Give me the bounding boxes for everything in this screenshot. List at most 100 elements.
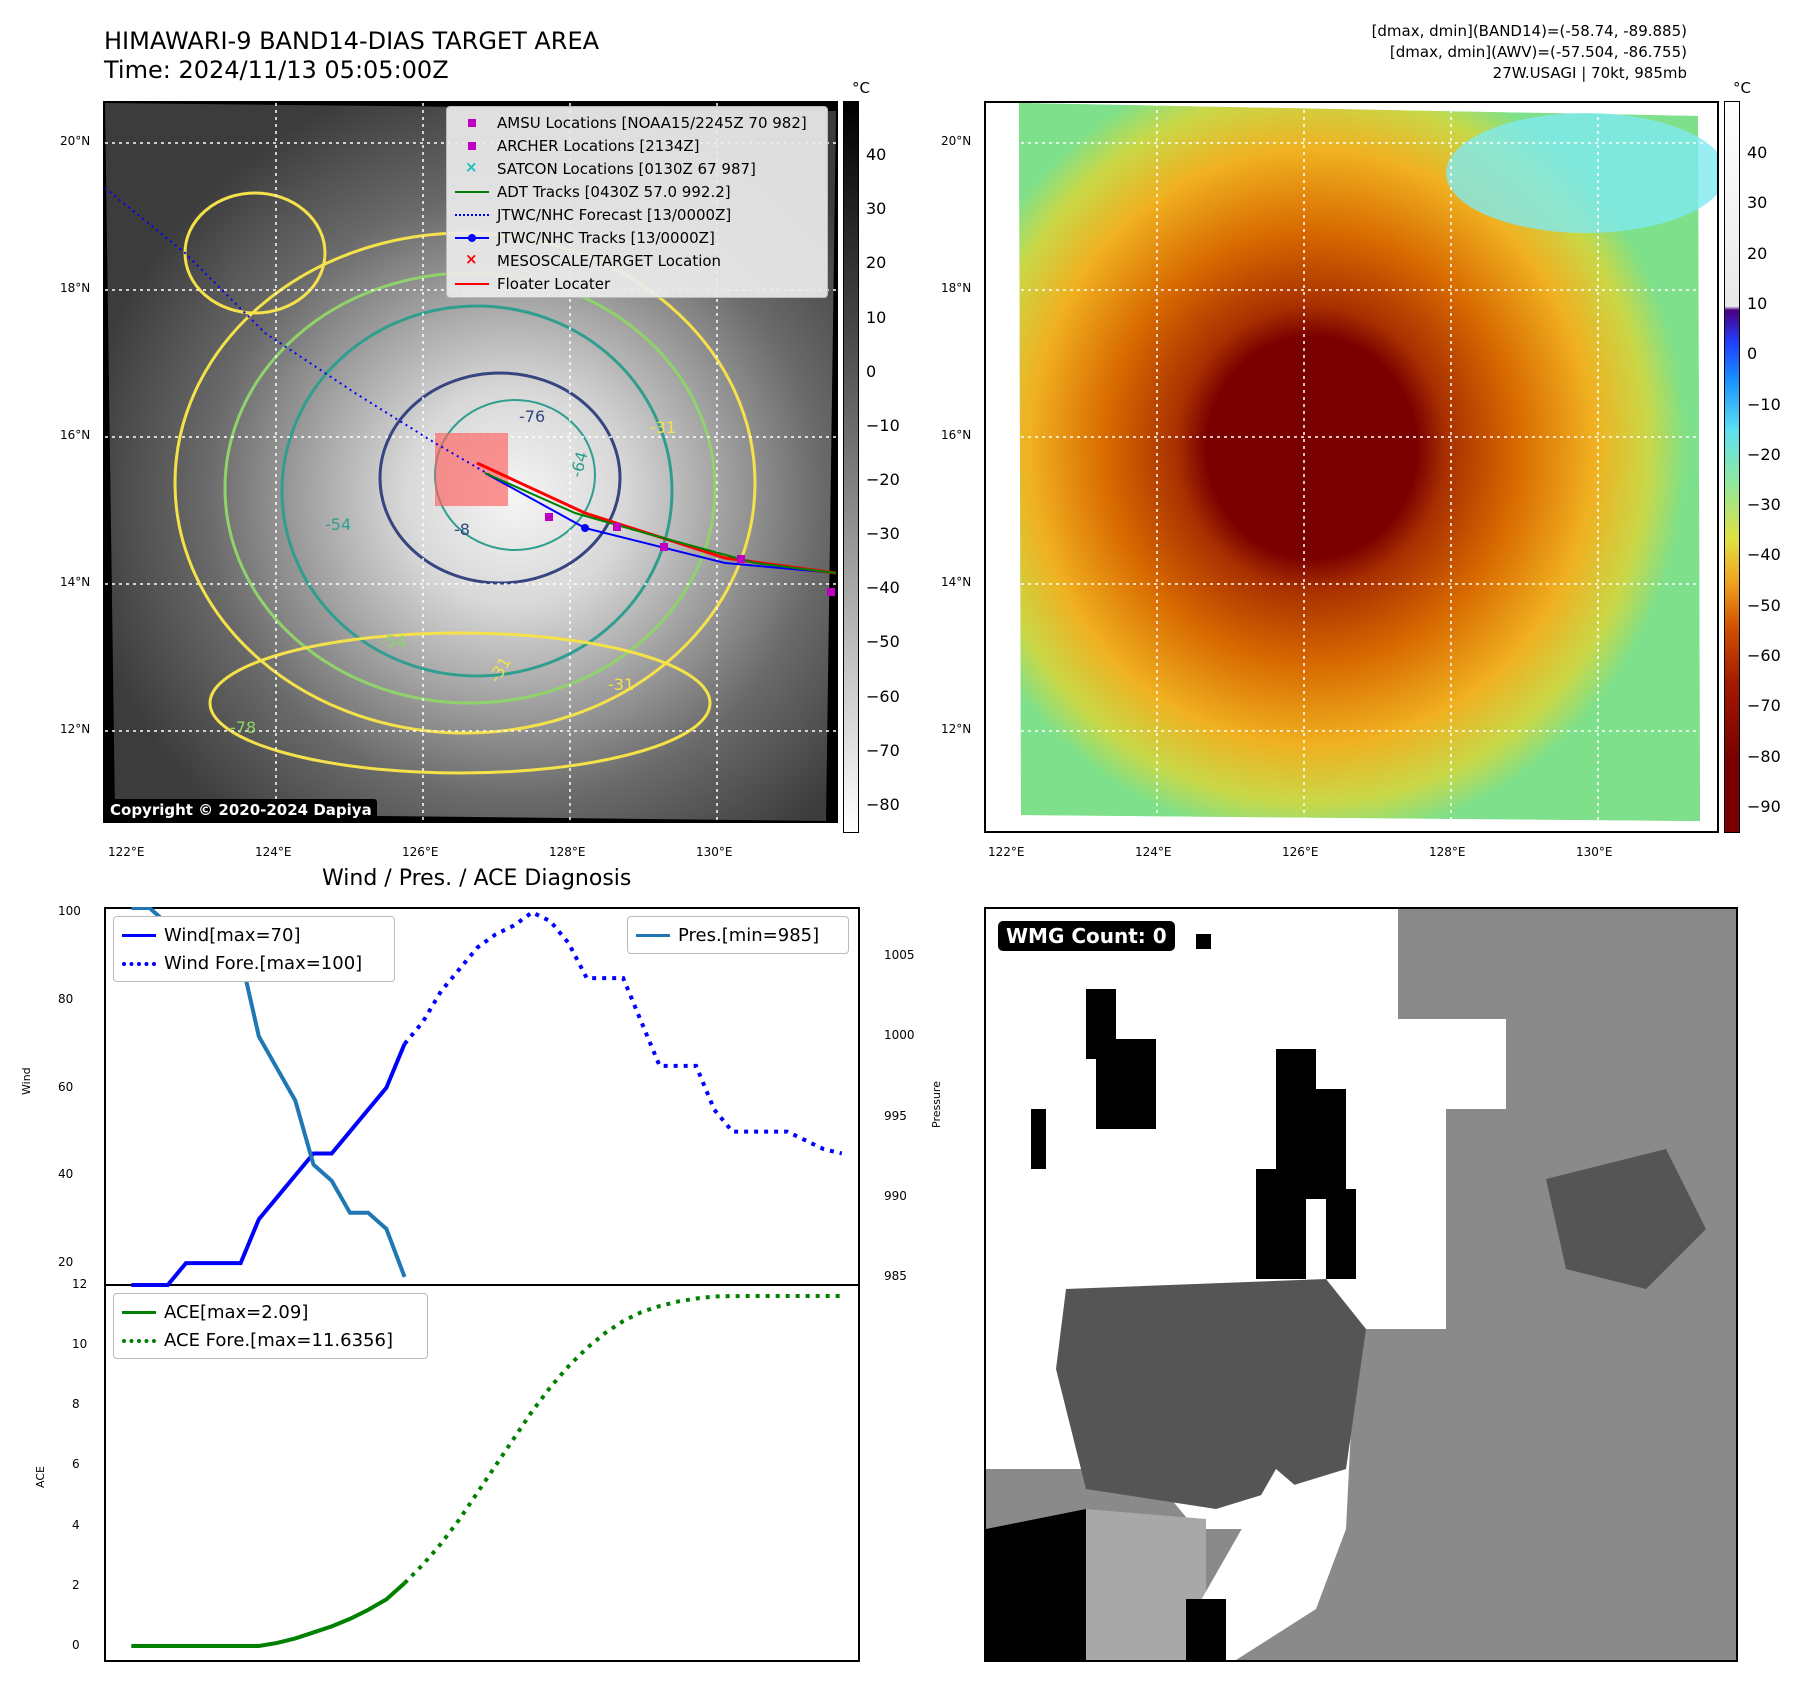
legend-label: AMSU Locations [NOAA15/2245Z 70 982] xyxy=(497,113,807,132)
magenta-square-icon xyxy=(468,141,476,150)
colorbar-tick-label: −10 xyxy=(1747,394,1781,414)
legend-item-forecast: JTWC/NHC Forecast [13/0000Z] xyxy=(455,203,819,226)
info-band14: [dmax, dmin](BAND14)=(-58.74, -89.885) xyxy=(1371,22,1687,40)
ace-legend: ACE[max=2.09] ACE Fore.[max=11.6356] xyxy=(113,1293,428,1359)
colorbar-tick-label: 20 xyxy=(1747,243,1768,263)
lon-label: 130°E xyxy=(696,845,733,859)
lon-label: 122°E xyxy=(108,845,145,859)
pressure-tick-label: 1000 xyxy=(884,1028,915,1043)
ace-tick-label: 0 xyxy=(72,1637,80,1652)
ace-axis-label: ACE xyxy=(34,1466,47,1488)
colorbar-tick-label: −40 xyxy=(1747,545,1781,565)
info-storm: 27W.USAGI | 70kt, 985mb xyxy=(1492,64,1687,82)
contour-label: -54 xyxy=(325,515,352,534)
colorbar-tick-label: −50 xyxy=(866,632,900,652)
lat-label: 16°N xyxy=(941,428,972,442)
legend-label: ACE Fore.[max=11.6356] xyxy=(164,1329,393,1351)
wmg-count-badge: WMG Count: 0 xyxy=(998,921,1175,951)
pressure-axis-label: Pressure xyxy=(930,1081,943,1128)
map-legend: AMSU Locations [NOAA15/2245Z 70 982] ARC… xyxy=(446,106,828,298)
legend-item-wind-fore: Wind Fore.[max=100] xyxy=(122,949,386,977)
colorbar-tick-label: −70 xyxy=(1747,696,1781,716)
legend-item-amsu: AMSU Locations [NOAA15/2245Z 70 982] xyxy=(455,111,819,134)
lat-label: 14°N xyxy=(941,575,972,589)
ace-series-line xyxy=(131,1581,406,1648)
colorbar-tick-label: −40 xyxy=(866,578,900,598)
colorbar-tick-label: −30 xyxy=(1747,495,1781,515)
copyright-label: Copyright © 2020-2024 Dapiya xyxy=(105,799,377,821)
red-x-icon: × xyxy=(465,249,478,268)
ir-enhanced-map-panel xyxy=(984,101,1719,833)
lat-label: 18°N xyxy=(941,281,972,295)
diagnosis-chart xyxy=(104,906,860,1662)
ace-tick-label: 12 xyxy=(72,1277,88,1291)
contour-label: -8 xyxy=(454,520,470,539)
info-awv: [dmax, dmin](AWV)=(-57.504, -86.755) xyxy=(1389,43,1687,61)
contour-label: -31 xyxy=(650,418,677,437)
wind-tick-label: 80 xyxy=(58,992,74,1007)
lon-label: 124°E xyxy=(255,845,292,859)
ace-tick-label: 6 xyxy=(72,1457,80,1472)
lon-label: 122°E xyxy=(988,845,1025,859)
wind-tick-label: 20 xyxy=(58,1255,74,1270)
colorbar-tick-label: −20 xyxy=(866,470,900,489)
colorbar-tick-label: −50 xyxy=(1747,595,1781,615)
lon-label: 130°E xyxy=(1576,845,1613,859)
pressure-tick-label: 1005 xyxy=(884,948,915,963)
magenta-square-icon xyxy=(468,118,476,127)
legend-item-pressure: Pres.[min=985] xyxy=(636,921,840,949)
steelblue-line-icon xyxy=(636,934,670,937)
pressure-tick-label: 985 xyxy=(884,1268,907,1283)
legend-item-adt: ADT Tracks [0430Z 57.0 992.2] xyxy=(455,180,819,203)
wind-tick-label: 60 xyxy=(58,1079,74,1094)
legend-item-floater: Floater Locater xyxy=(455,272,819,295)
colorbar-right-unit: °C xyxy=(1733,79,1751,97)
lat-label: 18°N xyxy=(60,281,91,295)
legend-label: Pres.[min=985] xyxy=(678,924,820,946)
colorbar-tick-label: 10 xyxy=(866,307,887,327)
blue-dotted-line-icon xyxy=(455,213,489,216)
legend-label: SATCON Locations [0130Z 67 987] xyxy=(497,159,756,178)
colorbar-tick-label: −80 xyxy=(1747,746,1781,766)
colorbar-tick-label: −80 xyxy=(866,794,900,814)
colorbar-left-unit: °C xyxy=(852,79,870,97)
colorbar-tick-label: 30 xyxy=(866,199,887,219)
contour-label: -78 xyxy=(230,718,257,737)
wmg-image xyxy=(986,909,1736,1660)
blue-line-icon xyxy=(122,934,156,937)
colorbar-tick-label: −20 xyxy=(1747,444,1781,464)
diagnosis-chart-svg xyxy=(104,906,860,1662)
contour-label: -31 xyxy=(608,675,635,694)
legend-item-archer: ARCHER Locations [2134Z] xyxy=(455,134,819,157)
red-line-icon xyxy=(455,282,489,285)
green-line-icon xyxy=(455,190,489,193)
cyan-x-icon: × xyxy=(465,157,478,176)
chart-time: Time: 2024/11/13 05:05:00Z xyxy=(104,56,449,84)
ir-enhanced-map-image xyxy=(986,103,1717,831)
colorbar-tick-label: 0 xyxy=(866,361,877,381)
wind-legend: Wind[max=70] Wind Fore.[max=100] xyxy=(113,916,395,982)
green-dotted-line-icon xyxy=(122,1339,156,1343)
chart-title: HIMAWARI-9 BAND14-DIAS TARGET AREA xyxy=(104,27,600,55)
lat-label: 16°N xyxy=(60,428,91,442)
lat-label: 14°N xyxy=(60,575,91,589)
legend-label: Floater Locater xyxy=(497,274,611,293)
wmg-panel: WMG Count: 0 xyxy=(984,907,1738,1662)
pressure-tick-label: 990 xyxy=(884,1188,907,1203)
legend-item-satcon: × SATCON Locations [0130Z 67 987] xyxy=(455,157,819,180)
legend-item-ace: ACE[max=2.09] xyxy=(122,1298,419,1326)
legend-label: Wind[max=70] xyxy=(164,924,301,946)
wind-tick-label: 100 xyxy=(58,904,81,919)
ace-tick-label: 10 xyxy=(72,1337,88,1352)
legend-label: JTWC/NHC Forecast [13/0000Z] xyxy=(497,205,732,224)
wind-tick-label: 40 xyxy=(58,1167,74,1182)
colorbar-tick-label: 20 xyxy=(866,253,887,273)
colorbar-tick-label: −70 xyxy=(866,740,900,760)
lon-label: 128°E xyxy=(549,845,586,859)
colorbar-tick-label: 0 xyxy=(1747,344,1758,364)
legend-label: Wind Fore.[max=100] xyxy=(164,952,363,974)
colorbar-tick-label: −30 xyxy=(866,524,900,544)
colorbar-tick-label: 10 xyxy=(1747,294,1768,313)
legend-label: ACE[max=2.09] xyxy=(164,1301,309,1323)
ace-tick-label: 8 xyxy=(72,1397,80,1412)
